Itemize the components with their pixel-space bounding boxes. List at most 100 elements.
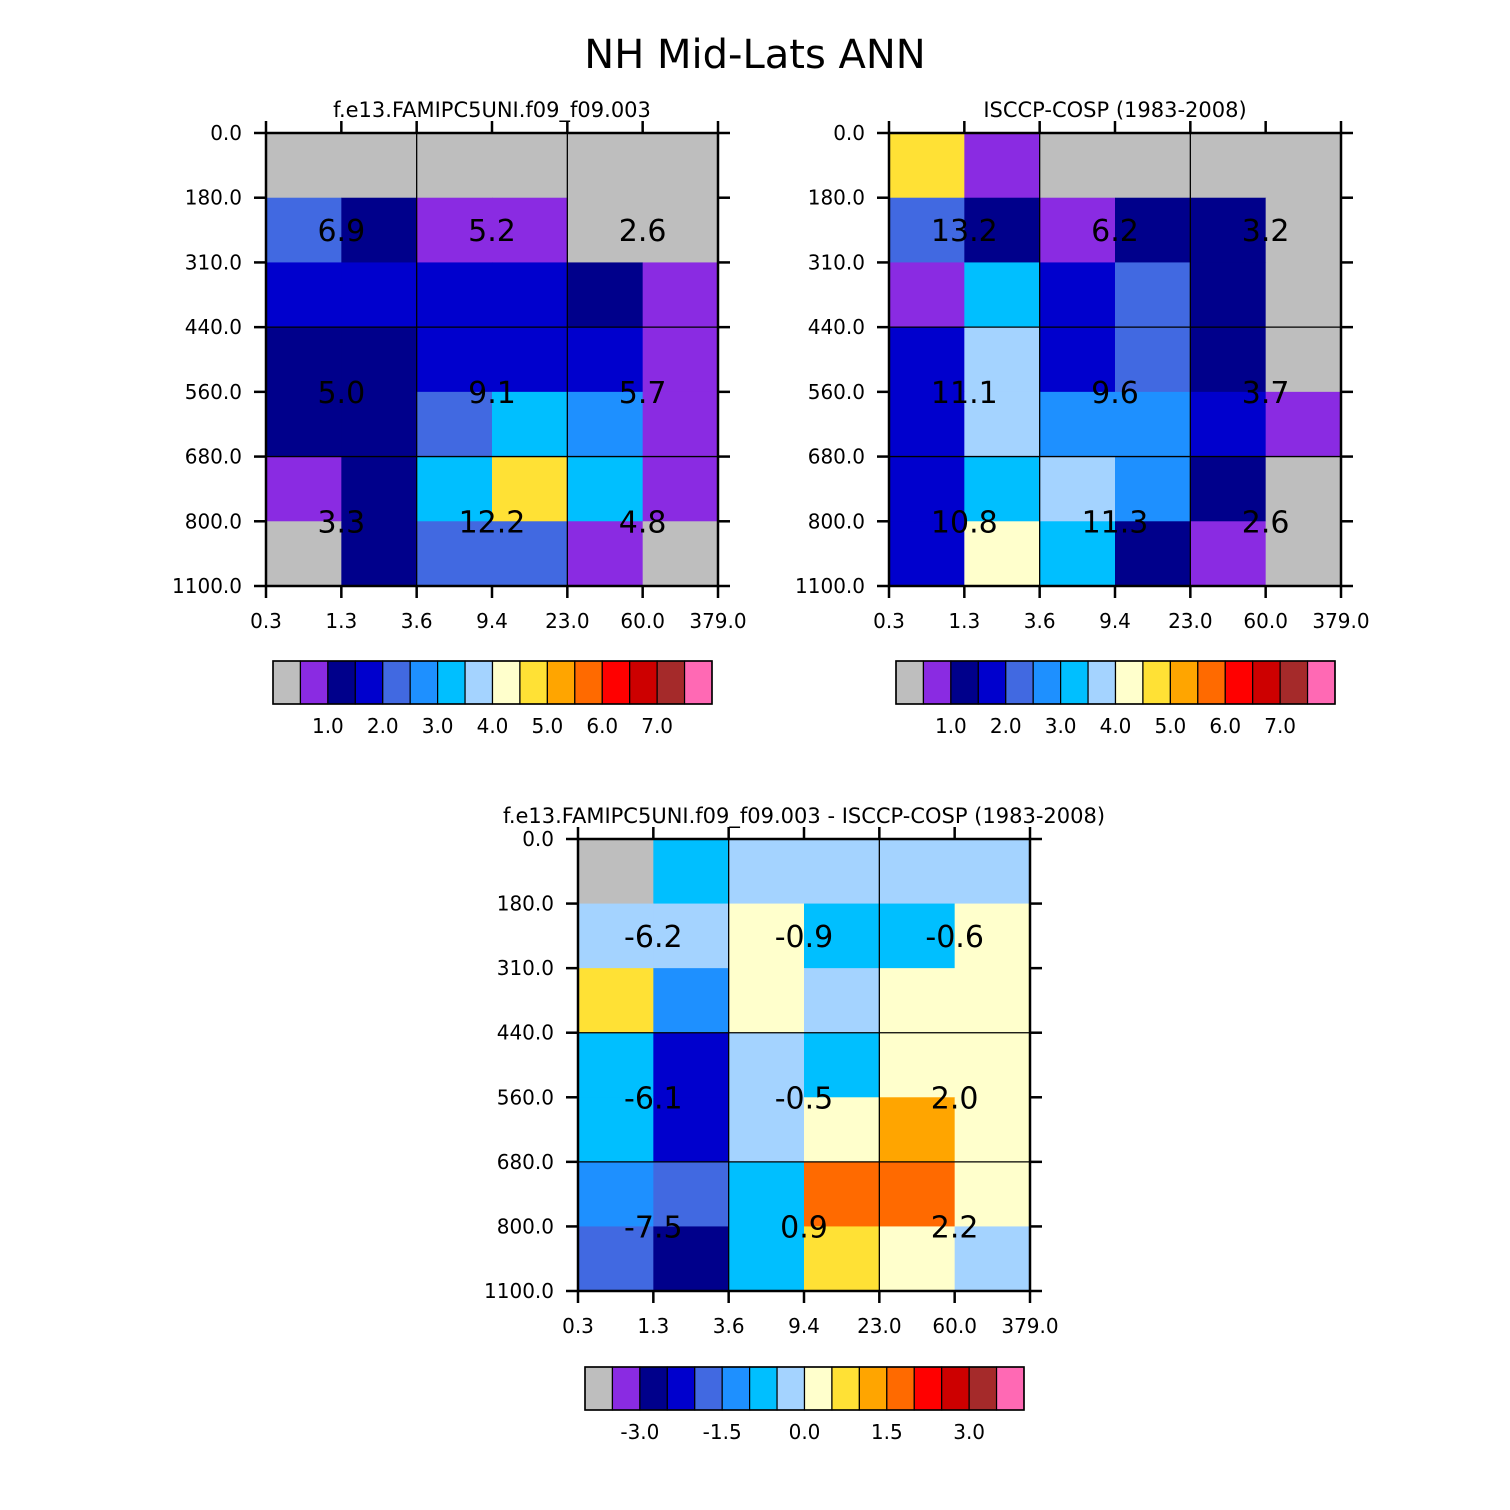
colorbar-swatch xyxy=(977,660,1007,705)
heatmap-cell xyxy=(879,1097,956,1163)
x-tick-label: 23.0 xyxy=(545,609,590,633)
y-tick-label: 560.0 xyxy=(497,1085,554,1109)
heatmap-cell xyxy=(578,1226,654,1292)
heatmap-cell xyxy=(1265,197,1342,263)
heatmap-cell xyxy=(1115,391,1191,458)
box-total-label: 5.2 xyxy=(468,214,516,249)
colorbar-swatch xyxy=(519,660,548,705)
box-total-label: 2.0 xyxy=(931,1081,979,1116)
colorbar-swatch xyxy=(1142,660,1171,705)
heatmap-cell xyxy=(578,1161,654,1227)
y-tick-label: 440.0 xyxy=(185,315,242,339)
colorbar-swatch xyxy=(574,660,603,705)
heatmap-cell xyxy=(1265,521,1342,587)
colorbar-frame xyxy=(272,660,713,705)
heatmap-cell xyxy=(1115,133,1191,199)
heatmap-cell xyxy=(889,327,965,393)
y-tick-label: 440.0 xyxy=(808,315,865,339)
colorbar-swatch xyxy=(922,660,952,705)
heatmap-cell xyxy=(1190,262,1267,328)
y-tick-label: 560.0 xyxy=(185,380,242,404)
heatmap-cell xyxy=(492,327,568,393)
heatmap-cell xyxy=(416,327,493,393)
colorbar-label: 0.0 xyxy=(789,1420,821,1444)
colorbar-swatch xyxy=(464,660,494,705)
heatmap-cell xyxy=(804,1161,880,1227)
colorbar-label: 1.0 xyxy=(935,714,967,738)
y-tick-label: 0.0 xyxy=(210,121,242,145)
x-tick-label: 9.4 xyxy=(476,609,508,633)
heatmap-cell xyxy=(266,391,342,458)
colorbar-swatch xyxy=(639,1366,668,1411)
x-tick-label: 23.0 xyxy=(1168,609,1213,633)
heatmap-cell xyxy=(728,1226,805,1292)
colorbar-swatch xyxy=(1169,660,1199,705)
heatmap-cell xyxy=(728,1161,805,1227)
y-tick-label: 310.0 xyxy=(185,250,242,274)
heatmap-cell xyxy=(341,521,418,587)
heatmap-cell xyxy=(1190,197,1267,263)
heatmap-cell xyxy=(728,968,805,1034)
colorbar-swatch xyxy=(1005,660,1034,705)
colorbar-label: -3.0 xyxy=(620,1420,659,1444)
heatmap-cell xyxy=(642,133,719,199)
heatmap-cell xyxy=(653,968,730,1034)
box-total-label: 3.2 xyxy=(1242,214,1290,249)
heatmap-cell xyxy=(879,968,956,1034)
y-tick-label: 1100.0 xyxy=(172,574,242,598)
figure-title: NH Mid-Lats ANN xyxy=(584,32,925,78)
y-tick-label: 310.0 xyxy=(808,250,865,274)
heatmap-cell xyxy=(964,133,1041,199)
heatmap-cell xyxy=(578,1032,654,1098)
box-total-label: 0.9 xyxy=(780,1210,828,1245)
box-total-label: -6.1 xyxy=(624,1081,683,1116)
heatmap-cell xyxy=(1265,327,1342,393)
heatmap-cell xyxy=(954,1032,1031,1098)
heatmap-cell xyxy=(642,521,719,587)
heatmap-cell xyxy=(728,1097,805,1163)
box-total-label: 11.1 xyxy=(931,376,998,411)
colorbar-label: 4.0 xyxy=(1100,714,1132,738)
colorbar-label: 3.0 xyxy=(953,1420,985,1444)
heatmap-cell xyxy=(653,903,730,969)
colorbar-label: 1.5 xyxy=(871,1420,903,1444)
colorbar-frame xyxy=(895,660,1336,705)
heatmap-cell xyxy=(954,1097,1031,1163)
heatmap-cell xyxy=(804,1032,880,1098)
heatmap-cell xyxy=(567,133,644,199)
x-tick-label: 0.3 xyxy=(250,609,282,633)
y-tick-label: 800.0 xyxy=(185,509,242,533)
heatmap-cell xyxy=(653,1226,730,1292)
heatmap-cell xyxy=(416,391,493,458)
panel-title: ISCCP-COSP (1983-2008) xyxy=(983,98,1246,122)
colorbar-label: 6.0 xyxy=(586,714,618,738)
colorbar-swatch xyxy=(629,660,658,705)
colorbar-swatch xyxy=(382,660,411,705)
heatmap-cell xyxy=(1190,521,1267,587)
heatmap-cell xyxy=(1039,521,1116,587)
box-total-label: 3.7 xyxy=(1242,376,1290,411)
heatmap-cell xyxy=(341,262,418,328)
colorbar-swatch xyxy=(694,1366,723,1411)
heatmap-cell xyxy=(341,456,418,522)
colorbar-swatch xyxy=(683,660,713,705)
heatmap-cell xyxy=(1190,133,1267,199)
colorbar-label: 6.0 xyxy=(1209,714,1241,738)
panel-title: f.e13.FAMIPC5UNI.f09_f09.003 xyxy=(333,98,651,123)
heatmap-cell xyxy=(653,1032,730,1098)
heatmap-cell xyxy=(879,839,956,905)
box-total-label: -7.5 xyxy=(624,1210,683,1245)
heatmap-cell xyxy=(416,262,493,328)
colorbar-swatch xyxy=(1032,660,1062,705)
heatmap-cell xyxy=(567,456,644,522)
y-tick-label: 680.0 xyxy=(497,1150,554,1174)
box-total-label: -0.5 xyxy=(775,1081,834,1116)
colorbar-swatch xyxy=(1252,660,1281,705)
colorbar-label: 7.0 xyxy=(641,714,673,738)
box-total-label: 5.7 xyxy=(619,376,667,411)
colorbar-swatch xyxy=(601,660,631,705)
y-tick-label: 0.0 xyxy=(522,827,554,851)
box-total-label: 2.2 xyxy=(931,1210,979,1245)
panel-2: ISCCP-COSP (1983-2008) 0.0 180.0 310.0 440.0… xyxy=(795,98,1370,738)
heatmap-cell xyxy=(567,521,644,587)
